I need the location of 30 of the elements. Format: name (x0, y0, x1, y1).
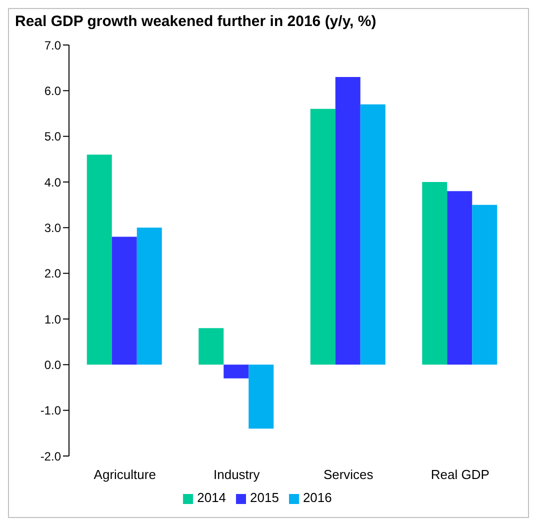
bar (86, 154, 112, 365)
bar (360, 104, 386, 365)
bar (472, 204, 498, 365)
y-tick-label: 5.0 (44, 130, 62, 144)
x-tick-label: Services (323, 467, 374, 482)
y-tick-label: -1.0 (40, 404, 62, 418)
y-tick-label: 7.0 (44, 38, 62, 52)
y-tick-label: 6.0 (44, 84, 62, 98)
x-tick-label: Real GDP (430, 467, 490, 482)
bar (422, 182, 448, 365)
y-tick-label: -2.0 (40, 449, 62, 464)
y-tick-label: 0.0 (44, 358, 62, 372)
x-tick-label: Agriculture (94, 467, 156, 482)
y-tick-label: 2.0 (44, 266, 62, 281)
chart-title: Real GDP growth weakened further in 2016 (y/y, %) (14, 12, 378, 32)
x-tick-label: Industry (214, 467, 260, 482)
bar (447, 191, 472, 365)
y-tick-label: 1.0 (44, 312, 62, 326)
legend-label: 2016 (302, 490, 332, 505)
bar (136, 228, 162, 365)
bar (224, 364, 249, 378)
legend-label: 2015 (250, 490, 279, 505)
y-tick-label: 3.0 (44, 220, 62, 235)
bar (248, 364, 274, 429)
bar (112, 236, 137, 365)
bar (198, 328, 224, 365)
bar (310, 108, 336, 365)
bar (335, 76, 360, 365)
y-tick-label: 4.0 (44, 175, 62, 190)
legend-label: 2014 (197, 490, 226, 505)
